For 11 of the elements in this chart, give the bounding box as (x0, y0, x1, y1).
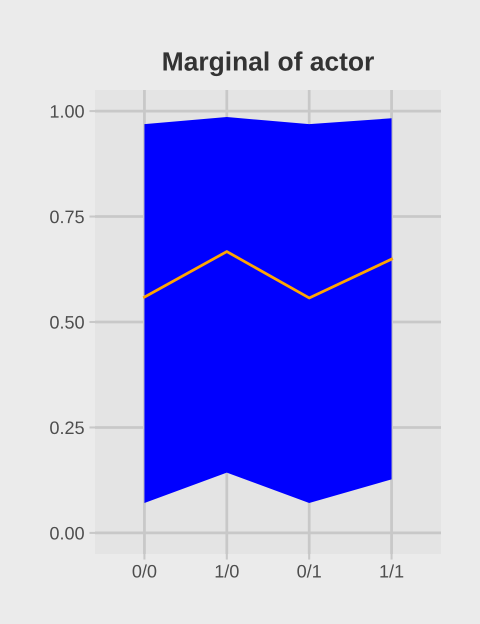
chart-title: Marginal of actor (163, 51, 374, 76)
x-tick-label: 1/0 (216, 564, 239, 578)
y-tick-label: 0.25 (50, 421, 84, 434)
y-tick-label: 0.00 (50, 526, 84, 540)
line-series (143, 250, 393, 300)
y-tick-label: 1.00 (50, 105, 84, 118)
y-tick-label: 0.50 (50, 316, 84, 329)
x-tick-label: 1/1 (380, 564, 404, 578)
x-tick-label: 0/0 (132, 564, 156, 578)
y-tick-label: 0.75 (50, 210, 84, 224)
x-tick-label: 0/1 (297, 564, 321, 578)
